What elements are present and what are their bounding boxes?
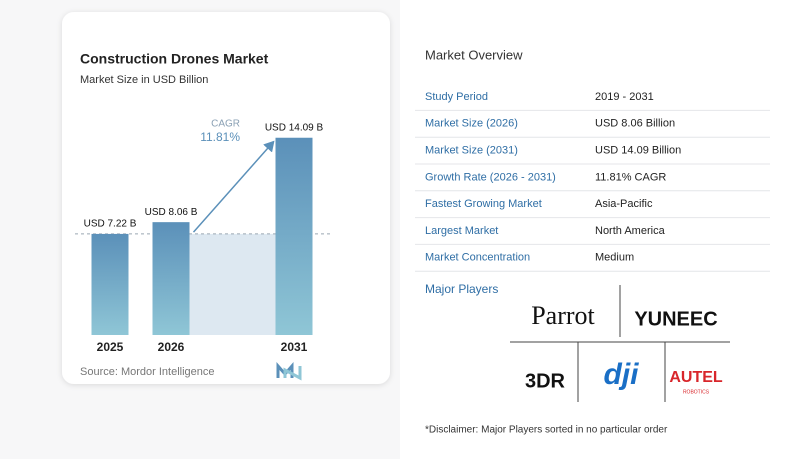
value-label: USD 7.22 B [84,219,137,230]
right-panel [400,0,800,459]
row-value: North America [595,225,666,237]
row-value: Asia-Pacific [595,198,653,210]
player-logo: AUTEL [669,369,723,386]
cagr-value: 11.81% [200,130,240,144]
chart-subtitle: Market Size in USD Billion [80,74,208,86]
bar [275,137,313,335]
player-logo: Parrot [531,301,595,330]
value-label: USD 14.09 B [265,122,324,133]
row-label: Market Size (2026) [425,118,518,130]
bar [91,233,129,335]
row-value: USD 8.06 Billion [595,118,675,130]
disclaimer: *Disclaimer: Major Players sorted in no … [425,425,668,436]
row-label: Market Size (2031) [425,145,518,157]
player-grid [510,285,730,402]
player-logo: dji [604,358,640,391]
bar [152,222,190,335]
overview-title: Market Overview [425,47,523,62]
value-label: USD 8.06 B [145,207,198,218]
row-label: Largest Market [425,225,498,237]
player-logo: YUNEEC [634,308,717,330]
x-tick-label: 2025 [97,340,124,354]
row-label: Growth Rate (2026 - 2031) [425,171,556,183]
players-title: Major Players [425,282,498,296]
brand-logo [276,362,302,381]
cagr-label: CAGR [211,119,240,130]
player-tagline: ROBOTICS [683,389,710,395]
reference-area [171,233,294,335]
row-label: Market Concentration [425,252,530,264]
row-label: Study Period [425,91,488,103]
row-value: Medium [595,252,634,264]
player-logo: 3DR [525,370,566,392]
row-value: 11.81% CAGR [595,171,666,183]
source: Source: Mordor Intelligence [80,366,215,378]
growth-arrow [192,140,275,233]
row-value: 2019 - 2031 [595,91,654,103]
row-label: Fastest Growing Market [425,198,542,210]
x-tick-label: 2031 [281,340,308,354]
x-tick-label: 2026 [158,340,185,354]
chart-title: Construction Drones Market [80,51,269,67]
row-value: USD 14.09 Billion [595,145,681,157]
